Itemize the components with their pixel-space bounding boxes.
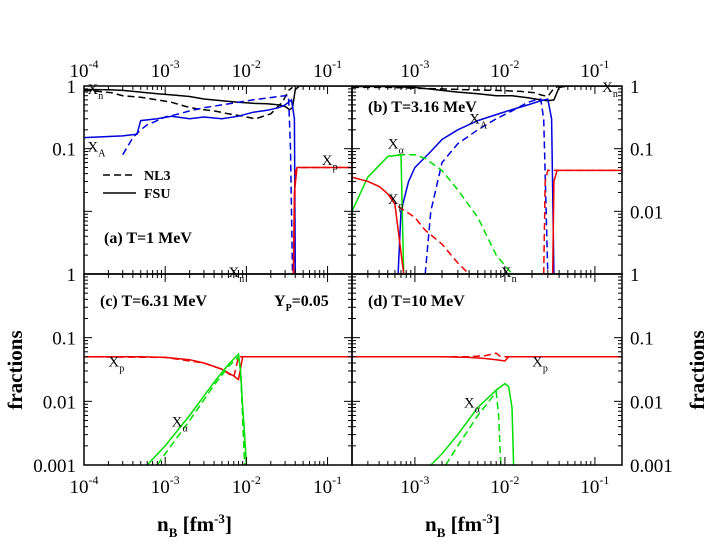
panel-b-title: (b) T=3.16 MeV <box>368 99 477 116</box>
panel-c-y-tick-label: 0.001 <box>33 456 76 477</box>
panel-d-y-tick-label: 0.01 <box>630 392 663 413</box>
panel-d-title: (d) T=10 MeV <box>368 293 465 310</box>
panel-b-y-tick-label: 0.1 <box>630 140 654 161</box>
panel-c-y-tick-label: 1 <box>67 265 77 286</box>
panel-c-y-tick-label: 0.1 <box>52 329 76 350</box>
panel-c-x-tick-label: 10-4 <box>70 473 99 498</box>
panel-c-curves <box>84 352 352 465</box>
panel-d-series-x-alpha-nl3 <box>445 390 502 465</box>
panel-a-label-x-A: XA <box>87 140 106 160</box>
panel-b-series-x-p-nl3 <box>397 205 478 274</box>
panel-a-title: (a) T=1 MeV <box>104 230 192 247</box>
panel-d-frame <box>351 273 623 466</box>
panel-d-label-x-n: Xn <box>501 265 517 285</box>
legend-nl3-label: NL3 <box>144 169 170 184</box>
panel-a-label-x-p: Xp <box>322 153 338 173</box>
panel-b-y-tick-label: 1 <box>630 77 640 98</box>
panel-d-curves <box>352 352 622 465</box>
yp-label: YP=0.05 <box>274 293 329 314</box>
panel-d-x-tick-label: 10-3 <box>400 473 429 498</box>
panel-a-y-tick-label: 1 <box>67 77 77 98</box>
panel-c-y-tick-label: 0.01 <box>43 392 76 413</box>
panel-a-x-tick-label: 10-2 <box>232 57 261 82</box>
legend: NL3 FSU <box>103 169 170 202</box>
panel-d-series-x-p-fsu <box>352 356 622 362</box>
panel-b-x-tick-label: 10-1 <box>580 57 609 82</box>
panel-d-y-tick-label: 1 <box>630 265 640 286</box>
panel-b-series-x-alpha-fsu <box>352 153 405 274</box>
y-axis-title-right: fractions <box>685 330 708 409</box>
panel-c-series-x-alpha-nl3 <box>156 355 246 465</box>
panel-b-series-x-p-nl3-high-density <box>542 169 622 274</box>
panel-c-label-x-n: Xn <box>228 265 244 285</box>
panel-c-x-tick-label: 10-2 <box>232 473 261 498</box>
y-axis-title-left: fractions <box>3 330 27 409</box>
panel-d-x-tick-label: 10-2 <box>490 473 519 498</box>
panel-a-y-tick-label: 0.1 <box>52 140 76 161</box>
panel-a-series-x-p-fsu <box>292 166 352 274</box>
panel-a-x-tick-label: 10-4 <box>70 57 99 82</box>
panel-d-y-tick-label: 0.001 <box>630 456 673 477</box>
panel-b-label-x-p: Xp <box>388 192 404 212</box>
x-axis-title-left: nB [fm-3] <box>157 511 232 540</box>
panel-b-y-tick-label: 0.01 <box>630 202 663 223</box>
panel-a-x-tick-label: 10-1 <box>313 57 342 82</box>
panel-b-series-x-p-fsu <box>352 176 405 274</box>
panel-d-x-tick-label: 10-1 <box>580 473 609 498</box>
panel-b-series-x-a-nl3 <box>424 98 549 274</box>
legend-fsu-label: FSU <box>144 187 170 202</box>
panel-b-series-x-a-fsu <box>397 98 555 274</box>
panel-b-x-tick-label: 10-2 <box>490 57 519 82</box>
curves-layer <box>84 86 622 465</box>
panel-c-label-x-p: Xp <box>108 355 124 375</box>
panel-b-series-x-p-fsu-high-density <box>551 169 622 274</box>
panel-d-label-x-p: Xp <box>532 355 548 375</box>
panel-c-x-tick-label: 10-1 <box>313 473 342 498</box>
panel-a-series-x-a-fsu <box>84 98 297 274</box>
panel-a-curves <box>84 86 352 274</box>
panel-a-label-x-n: Xn <box>87 82 103 102</box>
panel-b-label-x-n: Xn <box>602 80 618 100</box>
panel-a-series-x-a-nl3 <box>122 94 294 274</box>
panel-c-x-tick-label: 10-3 <box>151 473 180 498</box>
panel-a-series-x-n-fsu <box>84 86 352 111</box>
panel-b-series-x-alpha-nl3 <box>398 153 513 274</box>
panel-d-label-x-α: Xα <box>464 396 481 416</box>
panel-a-series-x-p-nl3 <box>292 166 352 274</box>
panel-d-series-x-alpha-fsu <box>430 382 515 465</box>
panel-c-title: (c) T=6.31 MeV <box>100 293 207 310</box>
panel-b-label-x-A: XA <box>469 112 488 132</box>
panel-a-x-tick-label: 10-3 <box>151 57 180 82</box>
panel-b-label-x-α: Xα <box>388 137 405 157</box>
panel-b-x-tick-label: 10-3 <box>400 57 429 82</box>
panel-c-series-x-alpha-fsu <box>146 352 248 465</box>
x-axis-title-right: nB [fm-3] <box>425 511 500 540</box>
panel-c-label-x-α: Xα <box>172 415 189 435</box>
panel-d-y-tick-label: 0.1 <box>630 329 654 350</box>
